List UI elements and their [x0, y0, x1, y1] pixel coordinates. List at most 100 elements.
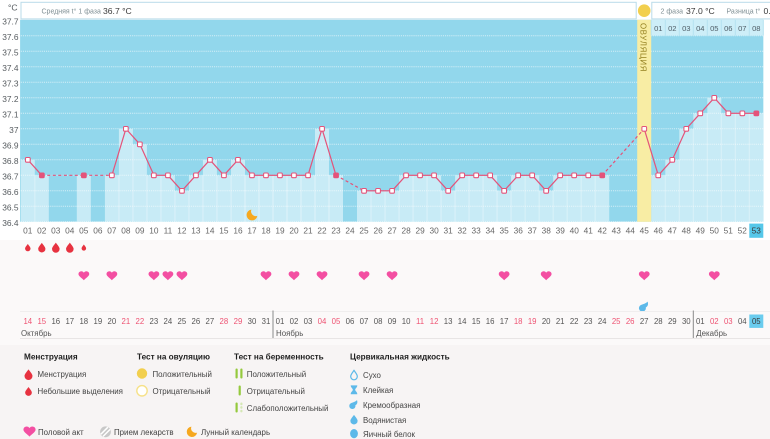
svg-text:27: 27: [387, 226, 397, 236]
svg-text:18: 18: [79, 317, 88, 326]
svg-text:02: 02: [710, 317, 719, 326]
svg-text:20: 20: [289, 226, 299, 236]
svg-text:37.0 °C: 37.0 °C: [686, 6, 715, 16]
svg-text:32: 32: [457, 226, 467, 236]
svg-text:12: 12: [177, 226, 187, 236]
svg-text:21: 21: [556, 317, 565, 326]
svg-text:36.7 °C: 36.7 °C: [103, 6, 132, 16]
svg-text:31: 31: [262, 317, 271, 326]
svg-text:Яичный белок: Яичный белок: [363, 430, 415, 439]
svg-text:37: 37: [9, 125, 19, 135]
svg-text:43: 43: [612, 226, 622, 236]
svg-text:05: 05: [710, 24, 718, 33]
svg-text:23: 23: [584, 317, 593, 326]
svg-text:Разница t°: Разница t°: [727, 7, 761, 15]
svg-text:16: 16: [233, 226, 243, 236]
svg-text:06: 06: [346, 317, 355, 326]
svg-text:Тест на беременность: Тест на беременность: [234, 352, 324, 362]
svg-text:22: 22: [317, 226, 327, 236]
svg-text:07: 07: [738, 24, 746, 33]
svg-text:22: 22: [136, 317, 145, 326]
svg-text:37.4: 37.4: [2, 63, 19, 73]
svg-text:08: 08: [374, 317, 383, 326]
svg-text:10: 10: [149, 226, 159, 236]
svg-text:ОВУЛЯЦИЯ: ОВУЛЯЦИЯ: [638, 23, 647, 72]
svg-text:Кремообразная: Кремообразная: [363, 401, 420, 410]
svg-text:36: 36: [514, 226, 524, 236]
svg-text:04: 04: [696, 24, 704, 33]
svg-text:25: 25: [612, 317, 621, 326]
svg-text:18: 18: [514, 317, 523, 326]
svg-text:52: 52: [738, 226, 748, 236]
svg-text:03: 03: [304, 317, 313, 326]
svg-text:24: 24: [345, 226, 355, 236]
svg-text:36.6: 36.6: [2, 187, 19, 197]
svg-text:01: 01: [23, 226, 33, 236]
svg-text:27: 27: [206, 317, 215, 326]
svg-text:03: 03: [51, 226, 61, 236]
svg-text:07: 07: [360, 317, 369, 326]
svg-text:25: 25: [178, 317, 187, 326]
svg-text:41: 41: [584, 226, 594, 236]
svg-text:Менструация: Менструация: [38, 370, 87, 379]
svg-text:30: 30: [429, 226, 439, 236]
svg-text:22: 22: [570, 317, 579, 326]
svg-text:11: 11: [164, 226, 173, 236]
svg-text:09: 09: [135, 226, 145, 236]
svg-text:01: 01: [276, 317, 285, 326]
svg-text:08: 08: [752, 24, 760, 33]
svg-text:06: 06: [93, 226, 103, 236]
svg-text:Октябрь: Октябрь: [21, 329, 52, 338]
svg-text:26: 26: [192, 317, 201, 326]
svg-text:15: 15: [219, 226, 229, 236]
svg-text:19: 19: [94, 317, 103, 326]
svg-text:26: 26: [373, 226, 383, 236]
svg-text:21: 21: [122, 317, 131, 326]
svg-text:28: 28: [654, 317, 663, 326]
svg-text:15: 15: [472, 317, 481, 326]
svg-text:12: 12: [430, 317, 439, 326]
svg-text:04: 04: [65, 226, 75, 236]
svg-text:28: 28: [220, 317, 229, 326]
svg-text:Положительный: Положительный: [153, 370, 212, 379]
svg-text:Менструация: Менструация: [24, 353, 78, 362]
svg-text:14: 14: [458, 317, 467, 326]
svg-text:14: 14: [205, 226, 215, 236]
svg-text:48: 48: [682, 226, 692, 236]
svg-text:42: 42: [598, 226, 608, 236]
svg-text:31: 31: [443, 226, 453, 236]
svg-text:Небольшие выделения: Небольшие выделения: [38, 387, 123, 396]
svg-text:38: 38: [542, 226, 552, 236]
svg-text:20: 20: [542, 317, 551, 326]
svg-text:Сухо: Сухо: [363, 371, 382, 380]
svg-text:03: 03: [724, 317, 733, 326]
svg-text:16: 16: [486, 317, 495, 326]
svg-text:17: 17: [500, 317, 509, 326]
svg-text:53: 53: [752, 226, 762, 236]
svg-text:Отрицательный: Отрицательный: [247, 387, 305, 396]
svg-text:37.5: 37.5: [2, 47, 19, 57]
svg-text:24: 24: [598, 317, 607, 326]
svg-text:13: 13: [444, 317, 453, 326]
svg-text:46: 46: [654, 226, 664, 236]
svg-text:07: 07: [107, 226, 117, 236]
svg-text:04: 04: [738, 317, 747, 326]
svg-text:10: 10: [402, 317, 411, 326]
svg-text:Слабоположительный: Слабоположительный: [247, 404, 329, 413]
svg-text:37: 37: [528, 226, 538, 236]
svg-text:21: 21: [303, 226, 313, 236]
svg-text:30: 30: [682, 317, 691, 326]
svg-text:47: 47: [668, 226, 678, 236]
svg-text:Водянистая: Водянистая: [363, 416, 406, 425]
svg-text:Цервикальная жидкость: Цервикальная жидкость: [350, 353, 450, 362]
svg-text:°C: °C: [8, 3, 18, 13]
svg-text:17: 17: [247, 226, 257, 236]
svg-text:35: 35: [499, 226, 509, 236]
svg-text:Средняя t° 1 фаза: Средняя t° 1 фаза: [42, 7, 101, 15]
svg-text:06: 06: [724, 24, 732, 33]
svg-text:36.5: 36.5: [2, 202, 19, 212]
svg-text:2 фаза: 2 фаза: [661, 8, 684, 15]
svg-text:26: 26: [626, 317, 635, 326]
svg-text:37.3: 37.3: [2, 78, 19, 88]
svg-text:11: 11: [416, 317, 424, 326]
